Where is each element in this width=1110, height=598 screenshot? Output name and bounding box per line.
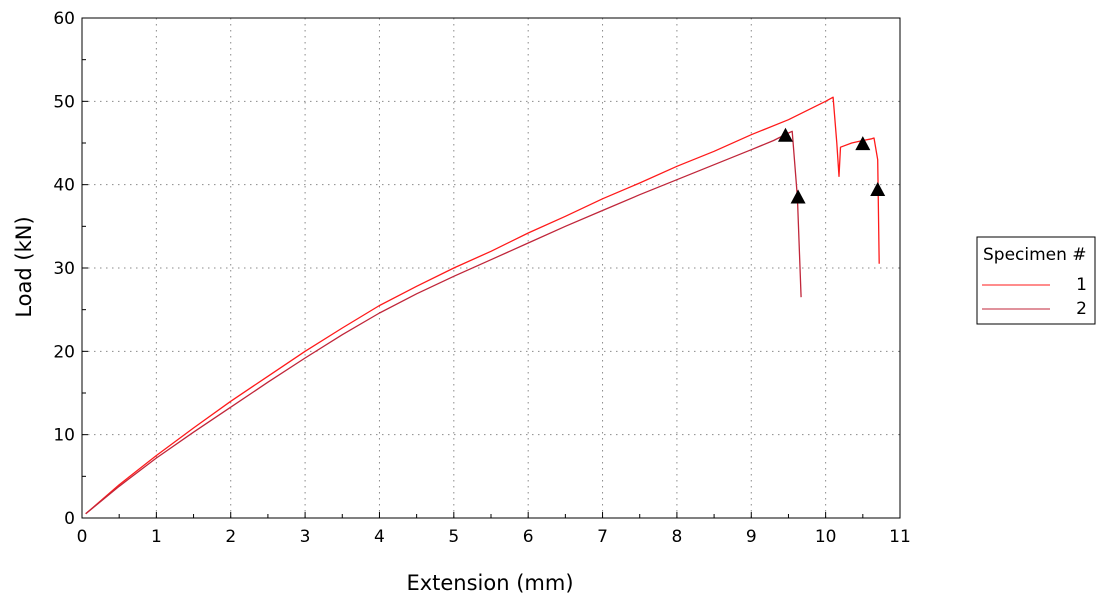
legend-label-2: 2 xyxy=(1076,299,1087,319)
x-tick-label: 10 xyxy=(815,527,837,547)
plot-series xyxy=(85,96,880,515)
y-tick-label: 20 xyxy=(53,342,75,362)
x-tick-labels: 0 1 2 3 4 5 6 7 8 9 10 11 xyxy=(77,527,911,547)
y-tick-label: 0 xyxy=(64,509,75,529)
x-tick-label: 11 xyxy=(889,527,911,547)
y-tick-label: 30 xyxy=(53,259,75,279)
failure-marker xyxy=(870,182,886,196)
legend-label-1: 1 xyxy=(1076,275,1087,295)
failure-marker xyxy=(778,127,793,142)
y-tick-label: 50 xyxy=(53,92,75,112)
grid xyxy=(82,18,900,518)
x-tick-label: 5 xyxy=(448,527,459,547)
x-axis-title: Extension (mm) xyxy=(406,571,573,595)
x-tick-label: 8 xyxy=(671,527,682,547)
series-line-2 xyxy=(85,130,802,515)
x-tick-label: 6 xyxy=(523,527,534,547)
x-tick-label: 1 xyxy=(151,527,162,547)
series-line-1 xyxy=(85,96,880,515)
x-tick-label: 9 xyxy=(746,527,757,547)
x-tick-label: 7 xyxy=(597,527,608,547)
x-tick-label: 3 xyxy=(300,527,311,547)
axis-ticks xyxy=(81,17,901,519)
y-axis-title: Load (kN) xyxy=(12,216,36,317)
failure-marker xyxy=(790,189,806,204)
y-tick-labels: 0 10 20 30 40 50 60 xyxy=(53,9,75,529)
legend: Specimen # 1 2 xyxy=(976,236,1096,325)
y-tick-label: 10 xyxy=(53,426,75,446)
failure-markers xyxy=(778,127,886,204)
legend-title: Specimen # xyxy=(983,245,1087,265)
y-tick-label: 60 xyxy=(53,9,75,29)
y-tick-label: 40 xyxy=(53,176,75,196)
failure-marker xyxy=(855,136,871,151)
x-tick-label: 0 xyxy=(77,527,88,547)
x-tick-label: 4 xyxy=(374,527,385,547)
x-tick-label: 2 xyxy=(225,527,236,547)
